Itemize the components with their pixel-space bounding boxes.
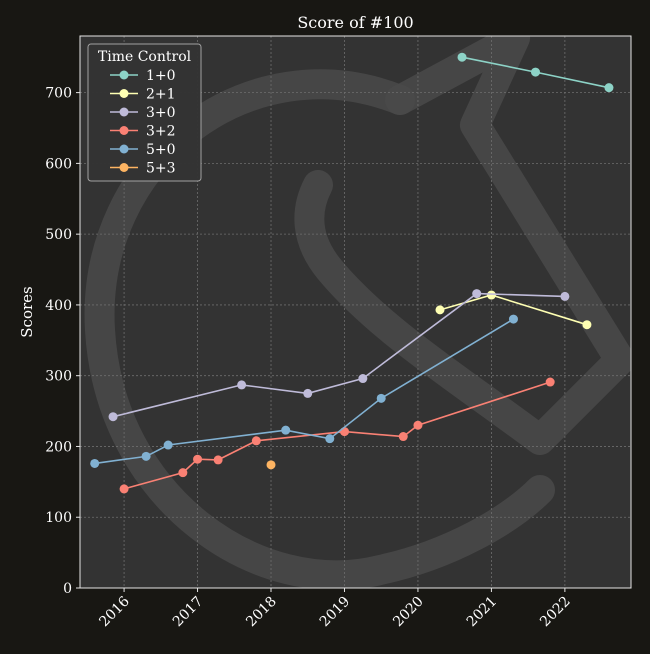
legend-label: 1+0 [146,68,176,84]
series-layer [90,52,614,494]
plot-frame [79,35,632,589]
y-axis-label: Scores [18,286,36,337]
watermark-arc [84,69,555,588]
data-point [266,460,276,470]
data-point [281,425,291,435]
data-point [237,380,247,390]
data-point [457,52,467,62]
data-point [251,436,261,446]
legend-label: 5+0 [146,142,176,158]
legend-box [87,43,202,182]
legend-swatch-marker [119,107,129,117]
y-tick-label: 0 [63,581,72,597]
y-tick-label: 600 [45,156,72,172]
series-5-plus-3 [266,460,276,470]
x-tick-label: 2017 [170,594,207,631]
data-point [358,374,368,384]
data-point [560,291,570,301]
legend-title: Time Control [98,49,192,65]
data-point [398,432,408,442]
y-tick-label: 200 [45,439,72,455]
x-tick-label: 2016 [96,593,133,630]
data-point [90,458,100,468]
data-point [193,454,203,464]
legend-item-5-plus-0: 5+0 [110,142,176,158]
y-axis-ticks: 0 100 200 300 400 500 600 700 [45,86,80,597]
y-tick-label: 100 [45,510,72,526]
data-point [163,440,173,450]
legend-item-2-plus-1: 2+1 [110,87,176,103]
legend-swatch-marker [119,126,129,135]
legend-swatch-marker [119,163,129,172]
legend: Time Control 1+0 2+1 3+0 3+2 5+0 5+3 [87,43,202,182]
series-5-plus-0 [90,314,518,468]
legend-label: 3+0 [146,105,176,121]
data-point [604,83,614,93]
series-2-plus-1 [435,290,592,330]
legend-label: 3+2 [146,124,176,140]
data-point [325,434,335,444]
data-point [435,305,445,315]
legend-swatch-marker [119,144,129,154]
series-1-plus-0 [457,52,614,93]
series-3-plus-0 [108,289,570,422]
y-tick-label: 300 [45,369,72,385]
legend-swatch-marker [119,70,129,80]
legend-label: 5+3 [146,161,176,177]
data-point [545,377,555,387]
watermark-knight-head [294,36,631,455]
data-point [376,393,386,403]
data-point [119,484,129,494]
legend-swatch-marker [119,89,129,98]
x-tick-label: 2022 [537,594,574,631]
series-line [112,292,565,418]
data-point [178,468,188,478]
chart-title: Score of #100 [297,13,413,32]
data-point [508,314,518,324]
y-tick-label: 400 [45,298,72,314]
data-point [141,451,151,461]
data-point [339,427,349,437]
data-point [213,455,223,465]
x-tick-label: 2021 [464,594,501,631]
y-tick-label: 700 [45,86,72,102]
legend-item-1-plus-0: 1+0 [110,68,176,84]
data-point [108,412,118,422]
x-axis-ticks: 2016 2017 2018 2019 2020 2021 2022 [96,588,574,631]
data-point [486,290,496,300]
data-point [303,388,313,398]
legend-item-3-plus-0: 3+0 [110,105,176,121]
legend-label: 2+1 [146,87,176,103]
y-tick-label: 500 [45,227,72,243]
x-tick-label: 2018 [243,594,280,631]
data-point [413,420,423,430]
watermark-knight-logo [84,36,631,588]
legend-item-3-plus-2: 3+2 [110,124,176,140]
x-tick-label: 2019 [317,594,354,631]
data-point [582,320,592,330]
data-point [530,67,540,77]
legend-item-5-plus-3: 5+3 [110,161,176,177]
x-tick-label: 2020 [390,594,427,631]
data-point [472,289,482,299]
